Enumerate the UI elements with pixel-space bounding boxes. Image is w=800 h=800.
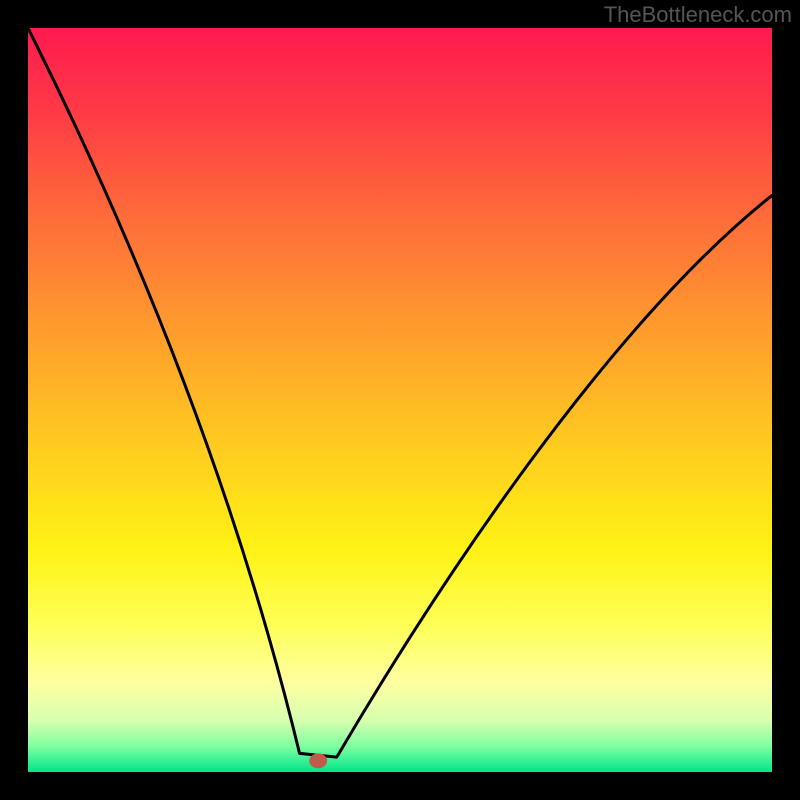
plot-area (28, 28, 772, 772)
watermark-text: TheBottleneck.com (604, 2, 792, 28)
minimum-marker (309, 753, 327, 768)
gradient-background (28, 28, 772, 772)
chart-frame: TheBottleneck.com (0, 0, 800, 800)
